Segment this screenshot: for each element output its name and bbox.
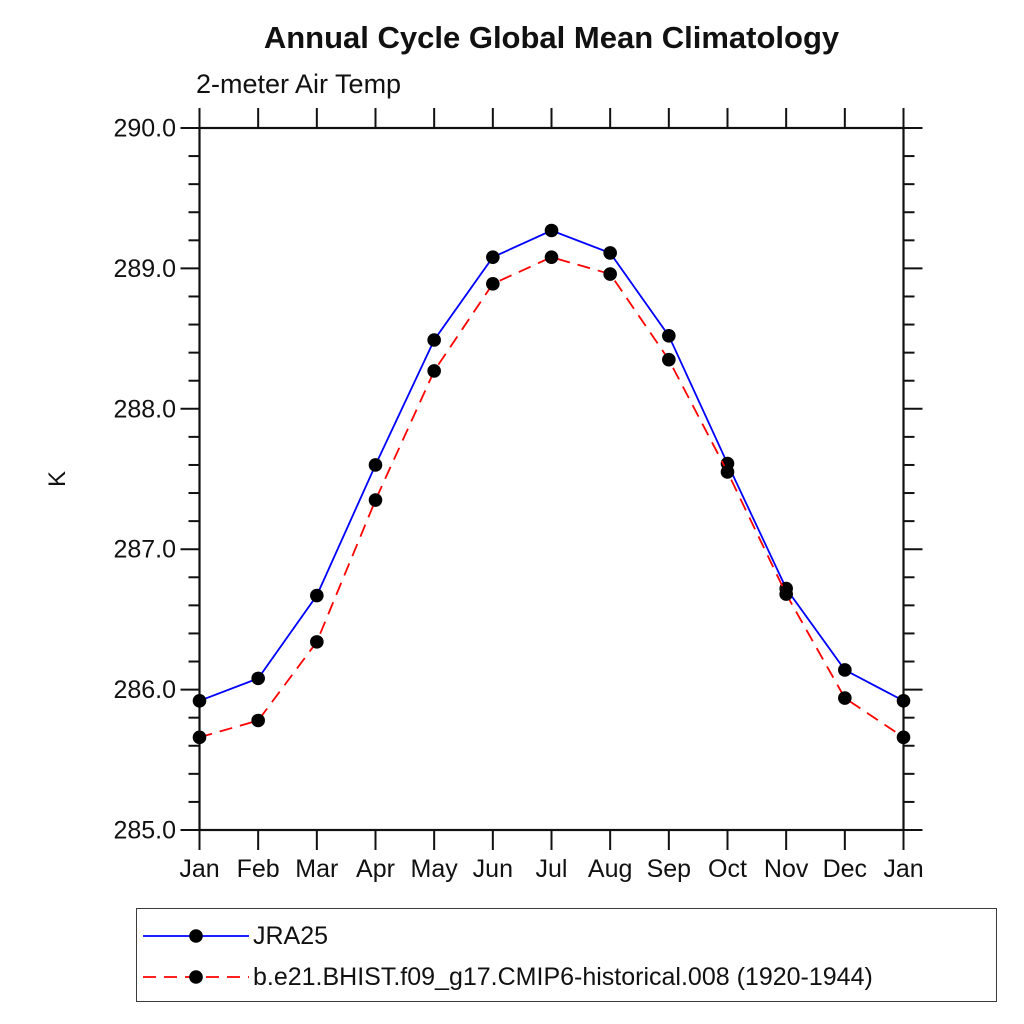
y-tick-label: 286.0 [113,676,176,704]
data-point-marker [896,730,911,745]
legend-item-jra25: JRA25 [137,922,328,950]
x-tick-label: Jan [883,855,923,883]
data-point-marker [310,635,324,649]
x-tick-label: Oct [708,855,747,883]
series-jra25 [192,223,911,708]
data-point-marker [720,465,735,479]
data-point-marker [838,691,852,705]
data-point-marker [310,588,324,603]
chart-subtitle: 2-meter Air Temp [196,69,402,99]
y-tick-label: 288.0 [113,395,176,423]
x-tick-label: Feb [237,855,280,883]
x-tick-label: Nov [764,855,809,883]
y-axis-tick-labels: 285.0 286.0 287.0 288.0 289.0 290.0 [113,115,176,845]
data-point-marker [368,458,383,472]
series-model [192,250,911,745]
x-tick-label: Jun [473,855,513,883]
legend-label: JRA25 [253,921,329,950]
x-tick-label: Jan [179,855,219,883]
x-tick-label: Apr [356,855,395,883]
legend-label: b.e21.BHIST.f09_g17.CMIP6-historical.008… [253,962,873,991]
data-point-marker [779,587,793,601]
legend-box: JRA25 b.e21.BHIST.f09_g17.CMIP6-historic… [136,908,997,1002]
data-point-marker [544,250,559,264]
x-tick-label: Sep [647,855,691,883]
x-tick-label: Jul [536,855,568,883]
data-point-marker [603,267,617,281]
data-point-marker [427,333,441,347]
data-point-marker [251,671,265,686]
x-tick-label: May [411,855,459,883]
data-point-marker [838,663,852,677]
legend-sample-marker [189,929,203,943]
data-point-marker [427,364,441,378]
x-tick-label: Dec [823,855,867,883]
y-tick-label: 290.0 [113,115,176,143]
y-tick-label: 289.0 [113,255,176,283]
data-point-marker [486,250,500,264]
chart-title: Annual Cycle Global Mean Climatology [263,20,840,55]
data-point-marker [662,328,676,343]
x-tick-label: Aug [588,855,632,883]
series-line [199,229,904,702]
y-axis-ticks [180,127,923,831]
data-point-marker [251,713,265,728]
y-tick-label: 285.0 [113,817,176,845]
data-point-marker [192,730,207,745]
data-point-marker [662,352,676,367]
data-point-marker [603,246,617,260]
data-point-marker [544,223,559,238]
x-tick-label: Mar [295,855,338,883]
legend-line-sample [143,970,249,984]
legend-item-model: b.e21.BHIST.f09_g17.CMIP6-historical.008… [137,963,873,991]
data-point-marker [896,694,911,708]
legend-line-sample [143,929,249,943]
data-point-marker [192,694,207,708]
x-axis-tick-labels: Jan Feb Mar Apr May Jun Jul Aug Sep Oct Nov Dec Jan [179,855,923,883]
data-point-marker [486,277,500,291]
series-line [199,256,905,739]
legend-sample-marker [189,970,203,984]
y-tick-label: 287.0 [113,536,176,564]
data-point-marker [368,493,383,507]
x-axis-ticks [198,108,905,850]
